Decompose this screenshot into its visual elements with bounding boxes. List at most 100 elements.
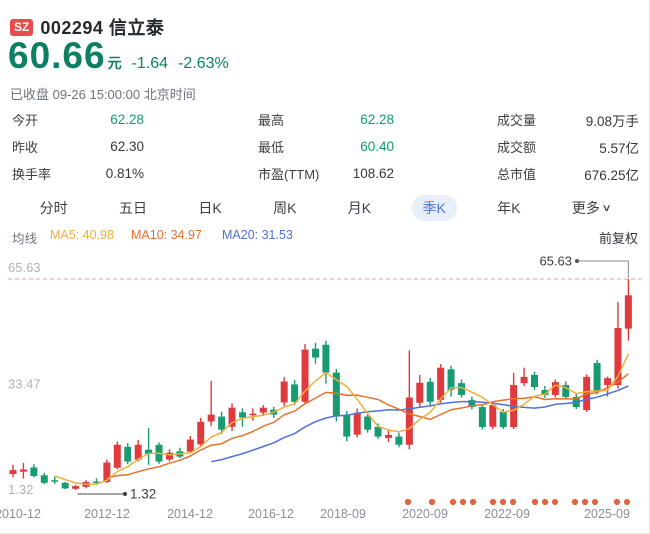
tab-label: 五日	[119, 200, 148, 216]
candle-body	[322, 344, 330, 373]
ma-legend-title: 均线	[12, 232, 38, 246]
stat-value: 62.30	[110, 139, 144, 154]
stat-value: 0.81%	[105, 166, 144, 181]
event-marker-dot	[613, 498, 621, 506]
candle-body	[238, 412, 246, 418]
stat-label: 市盈(TTM)	[258, 167, 320, 182]
candle-body	[186, 439, 194, 452]
ma5-line	[54, 353, 630, 485]
stat-row: 今开 62.28	[12, 106, 144, 133]
candle-body	[437, 367, 445, 400]
candle-body	[103, 462, 111, 482]
candle-body	[19, 469, 27, 472]
adjust-mode-toggle[interactable]: 前复权	[598, 231, 638, 246]
candle-body	[541, 389, 549, 395]
event-marker-dot	[571, 498, 579, 506]
candle-body	[468, 400, 476, 408]
y-axis-label: 65.63	[8, 260, 41, 275]
candle-body	[51, 480, 59, 482]
stat-label: 今开	[12, 113, 39, 128]
tab-label: 年K	[497, 200, 521, 216]
ma10-line	[106, 373, 629, 479]
candle-body	[197, 421, 205, 445]
stat-row: 成交量 9.08万手	[497, 106, 639, 133]
candle-body	[416, 382, 424, 403]
tab-年K[interactable]: 年K	[486, 195, 531, 221]
candle-body	[478, 407, 486, 428]
stat-label: 昨收	[12, 140, 39, 155]
event-marker-dot	[404, 498, 412, 506]
tab-季K[interactable]: 季K	[411, 195, 457, 221]
chevron-down-icon: ∨	[601, 202, 612, 214]
candle-body	[72, 486, 80, 489]
candle-body	[531, 374, 538, 388]
candle-body	[249, 413, 257, 416]
stat-value: 62.28	[360, 112, 394, 127]
stat-row: 成交额 5.57亿	[497, 133, 639, 160]
event-marker-dot	[428, 498, 436, 506]
candle-body	[165, 452, 173, 460]
candle-body	[614, 327, 622, 386]
tab-日K[interactable]: 日K	[187, 195, 232, 221]
tab-周K[interactable]: 周K	[262, 195, 307, 221]
stat-value: 9.08万手	[585, 113, 639, 129]
event-marker-dot	[499, 498, 507, 506]
tab-月K[interactable]: 月K	[337, 195, 382, 221]
x-axis-label: 2025-09	[584, 507, 630, 521]
x-axis-label: 2022-09	[484, 507, 530, 521]
stock-header: SZ 002294 信立泰	[10, 14, 164, 40]
x-axis-label: 2014-12	[167, 507, 213, 521]
x-axis-label: 2016-12	[248, 507, 294, 521]
stock-code-name: 002294 信立泰	[40, 18, 165, 38]
stat-row: 最低 60.40	[258, 133, 394, 160]
event-marker-dot	[541, 498, 549, 506]
stat-label: 换手率	[12, 167, 52, 182]
candle-body	[343, 414, 351, 437]
event-marker-dot	[489, 498, 497, 506]
tab-label: 季K	[422, 200, 446, 216]
x-axis-label: 2018-09	[320, 507, 366, 521]
candle-body	[384, 434, 392, 438]
low-callout-dot	[123, 492, 127, 496]
price-change-percent: -2.63%	[178, 55, 229, 72]
event-marker-dot	[551, 498, 559, 506]
stat-label: 总市值	[497, 167, 537, 182]
ma10-value: MA10: 34.97	[131, 228, 202, 242]
event-marker-dot	[449, 498, 457, 506]
tab-更多[interactable]: 更多 ∨	[561, 195, 621, 221]
tab-label: 周K	[273, 200, 297, 216]
candle-body	[9, 470, 17, 474]
candle-body	[280, 381, 288, 403]
stat-value: 5.57亿	[599, 140, 639, 156]
stat-column: 成交量 9.08万手 成交额 5.57亿 总市值 676.25亿	[497, 106, 639, 187]
event-marker-dot	[623, 498, 631, 506]
ma20-value: MA20: 31.53	[222, 228, 293, 242]
event-marker-dot	[581, 498, 589, 506]
currency-unit: 元	[107, 55, 122, 71]
market-status: 已收盘 09-26 15:00:00 北京时间	[10, 87, 196, 102]
candle-body	[457, 383, 465, 395]
event-marker-dot	[509, 498, 517, 506]
x-axis-label: 2012-12	[84, 507, 130, 521]
candle-body	[301, 349, 309, 402]
tab-分时[interactable]: 分时	[29, 195, 79, 221]
tab-label: 月K	[347, 200, 372, 216]
tab-label: 分时	[39, 200, 68, 216]
stats-grid: 今开 62.28 昨收 62.30 换手率 0.81% 最高 62.28 最低 60.40 市盈(T…	[0, 106, 649, 190]
stat-label: 最高	[258, 113, 285, 128]
ma-legend: 均线 MA5: 40.98 MA10: 34.97 MA20: 31.53 前复…	[0, 228, 649, 248]
candle-body	[124, 446, 132, 462]
candle-body	[426, 381, 434, 402]
candle-body	[113, 444, 121, 468]
low-callout-label: 1.32	[130, 487, 156, 502]
stat-row: 昨收 62.30	[12, 133, 144, 160]
candle-body	[311, 348, 319, 358]
stat-value: 60.40	[360, 139, 394, 154]
ma5-value: MA5: 40.98	[50, 228, 114, 242]
candle-body	[207, 414, 215, 422]
tab-label: 更多	[571, 200, 600, 216]
tab-五日[interactable]: 五日	[108, 195, 158, 221]
